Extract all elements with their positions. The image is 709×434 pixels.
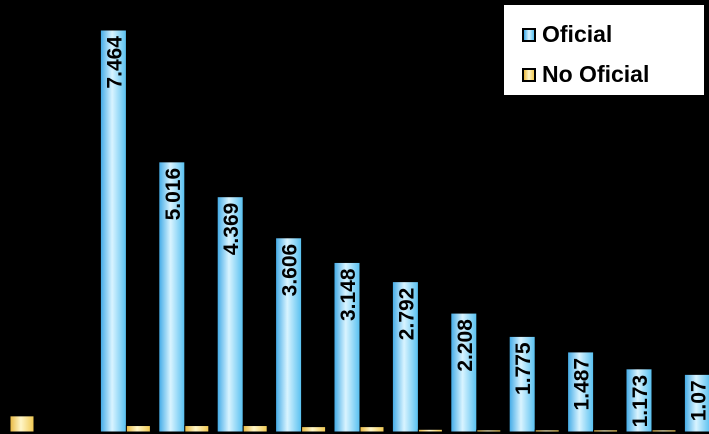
data-label-oficial-6: 2.792 [395,288,418,341]
series-no-oficial-bars [9,415,677,433]
bar-oficial-10 [625,368,653,433]
data-label-oficial-4: 3.606 [279,244,302,297]
data-label-oficial-3: 4.369 [220,203,243,256]
data-label-oficial-8: 1.775 [512,342,535,395]
bar-oficial-11 [683,373,709,433]
bar-oficial-4 [275,237,303,433]
data-label-oficial-10: 1.173 [629,375,652,428]
bar-no-oficial-9 [593,429,619,433]
bar-no-oficial-5 [359,426,385,433]
legend: Oficial No Oficial [503,4,705,96]
bar-no-oficial-7 [476,429,502,433]
bar-oficial-6 [391,281,419,433]
bar-no-oficial-1 [125,425,151,433]
data-label-oficial-11: 1.07 [687,380,709,421]
data-label-oficial-7: 2.208 [454,319,477,372]
legend-swatch-no-oficial [522,67,536,82]
data-label-oficial-5: 3.148 [337,268,360,321]
bar-oficial-5 [333,261,361,433]
bar-oficial-1 [99,29,127,433]
legend-label-oficial: Oficial [542,21,613,47]
data-label-oficial-9: 1.487 [571,358,594,411]
legend-label-no-oficial: No Oficial [542,61,650,87]
bar-no-oficial-2 [184,425,210,433]
bar-no-oficial-3 [242,425,268,433]
data-label-oficial-1: 7.464 [103,36,126,89]
bar-no-oficial-10 [651,429,677,433]
legend-swatch-oficial [522,27,536,42]
legend-item-no-oficial: No Oficial [522,63,649,86]
data-label-oficial-2: 5.016 [162,168,185,221]
bar-no-oficial-0 [9,415,35,433]
bar-no-oficial-4 [301,426,327,433]
data-labels: 7.464 5.016 4.369 3.606 3.148 2.792 2.208 1.775… [103,36,709,428]
bar-no-oficial-8 [534,429,560,433]
bar-no-oficial-6 [417,428,443,433]
bar-oficial-7 [450,312,478,433]
bar-oficial-9 [567,351,595,433]
bar-oficial-2 [158,161,186,433]
bar-oficial-8 [508,335,536,433]
bar-oficial-3 [216,196,244,433]
series-oficial-bars [99,29,709,433]
legend-item-oficial: Oficial [522,23,612,46]
